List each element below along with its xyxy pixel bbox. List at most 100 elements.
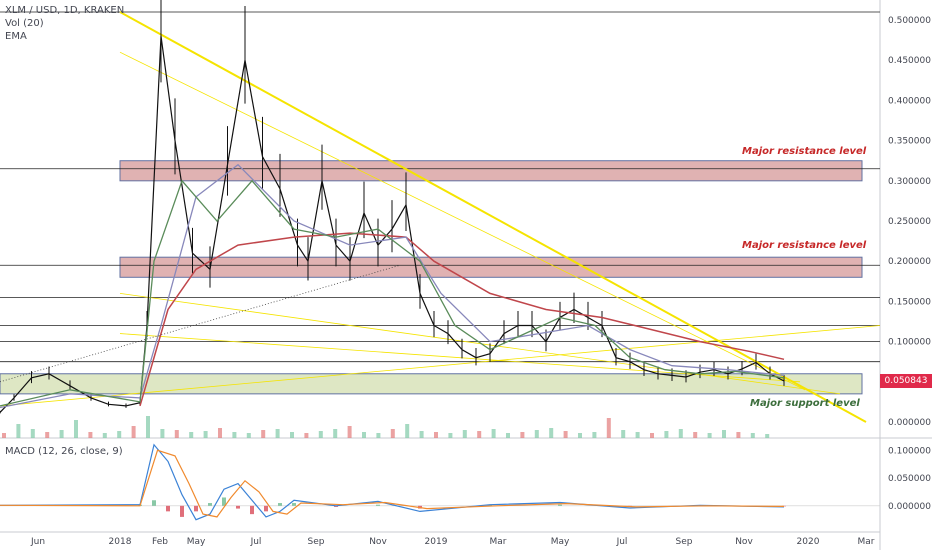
volume-bar xyxy=(2,433,6,438)
volume-bar xyxy=(318,431,323,438)
volume-bar xyxy=(448,433,453,438)
volume-bar xyxy=(88,432,93,438)
ema-short-line xyxy=(0,179,785,407)
volume-bar xyxy=(30,429,35,438)
time-tick: Jul xyxy=(616,537,628,547)
price-tick: 0.200000 xyxy=(888,257,931,267)
volume-bar xyxy=(520,432,525,438)
macd-histogram-bar xyxy=(222,497,226,506)
volume-bar xyxy=(304,433,309,438)
volume-bar xyxy=(707,433,712,438)
time-tick: Mar xyxy=(858,537,875,547)
macd-histogram-bar xyxy=(152,500,156,506)
volume-bar xyxy=(650,433,654,438)
time-tick: Jun xyxy=(30,537,45,547)
symbol-title: XLM / USD, 1D, KRAKEN xyxy=(5,5,125,16)
volume-bar xyxy=(765,434,770,438)
volume-bar xyxy=(74,420,78,438)
volume-bar xyxy=(59,430,64,438)
volume-bar xyxy=(275,429,280,438)
volume-bar xyxy=(405,424,410,438)
macd-indicator-label: MACD (12, 26, close, 9) xyxy=(5,446,123,457)
macd-tick: 0.000000 xyxy=(888,502,931,512)
macd-tick: 0.050000 xyxy=(888,474,931,484)
volume-bar xyxy=(203,431,208,438)
resistance-zone-1 xyxy=(119,160,863,182)
macd-histogram-bar xyxy=(166,505,170,512)
macd-histogram-bar xyxy=(278,503,282,506)
volume-bar xyxy=(491,429,496,438)
macd-histogram-bar xyxy=(558,504,562,506)
macd-histogram-bar xyxy=(208,503,212,506)
macd-histogram-bar xyxy=(292,503,296,506)
price-tick: 0.250000 xyxy=(888,217,931,227)
volume-bar xyxy=(477,431,482,438)
vol-indicator-label: Vol (20) xyxy=(5,18,44,29)
volume-bar xyxy=(232,432,237,438)
volume-bar xyxy=(621,430,626,438)
volume-bar xyxy=(506,433,510,438)
volume-bar xyxy=(261,430,266,438)
time-tick: Mar xyxy=(490,537,507,547)
volume-bar xyxy=(578,433,582,438)
current-price-tag: 0.050843 xyxy=(880,374,932,388)
price-tick: 0.400000 xyxy=(888,96,931,106)
ema-indicator-label: EMA xyxy=(5,31,27,42)
volume-bar xyxy=(362,432,366,438)
macd-pane xyxy=(0,443,880,521)
macd-histogram-bar xyxy=(236,505,240,509)
resistance-label-2: Major resistance level xyxy=(742,240,867,251)
trendline xyxy=(119,11,867,423)
price-tick: 0.100000 xyxy=(888,338,931,348)
time-tick: 2018 xyxy=(109,537,132,547)
volume-bar xyxy=(131,426,136,438)
volume-bar xyxy=(750,433,755,438)
volume-bar xyxy=(16,424,21,438)
volume-bar xyxy=(462,430,467,438)
trendline xyxy=(119,51,806,391)
volume-bar xyxy=(102,433,107,438)
macd-histogram-bar xyxy=(250,505,254,515)
time-tick: Sep xyxy=(308,537,325,547)
volume-bar xyxy=(736,432,741,438)
support-zone xyxy=(0,373,863,395)
volume-bar xyxy=(146,416,150,438)
volume-bar xyxy=(722,430,726,438)
time-tick: Feb xyxy=(152,537,168,547)
price-tick: 0.450000 xyxy=(888,56,931,66)
price-tick: 0.150000 xyxy=(888,297,931,307)
volume-bar xyxy=(218,428,222,438)
trendline xyxy=(119,292,841,395)
volume-bar xyxy=(434,432,438,438)
volume-bar xyxy=(419,431,424,438)
volume-bar xyxy=(635,432,640,438)
resistance-zone-2 xyxy=(119,256,863,278)
macd-histogram-bar xyxy=(194,505,198,512)
volume-bar xyxy=(333,429,338,438)
volume-bar xyxy=(534,430,539,438)
time-tick: Sep xyxy=(676,537,693,547)
signal-line xyxy=(0,449,785,518)
volume-bar xyxy=(592,432,597,438)
volume-bar xyxy=(246,433,251,438)
price-axis: 0.500000 0.450000 0.400000 0.350000 0.300000… xyxy=(888,16,931,512)
price-bg xyxy=(0,0,880,438)
macd-tick: 0.100000 xyxy=(888,446,931,456)
resistance-label-1: Major resistance level xyxy=(742,146,867,157)
ema-mid-line xyxy=(0,163,785,409)
volume-bar xyxy=(117,431,122,438)
macd-histogram-bar xyxy=(376,504,380,506)
price-tick: 0.000000 xyxy=(888,418,931,428)
volume-bar xyxy=(174,430,179,438)
time-tick: Jul xyxy=(250,537,262,547)
dotted-trendline xyxy=(0,264,401,383)
volume-bar xyxy=(549,428,554,438)
time-tick: 2020 xyxy=(797,537,820,547)
volume-bar xyxy=(563,431,568,438)
volume-bar xyxy=(390,429,395,438)
time-tick: 2019 xyxy=(425,537,448,547)
price-tick: 0.500000 xyxy=(888,16,931,26)
support-label: Major support level xyxy=(750,398,860,409)
